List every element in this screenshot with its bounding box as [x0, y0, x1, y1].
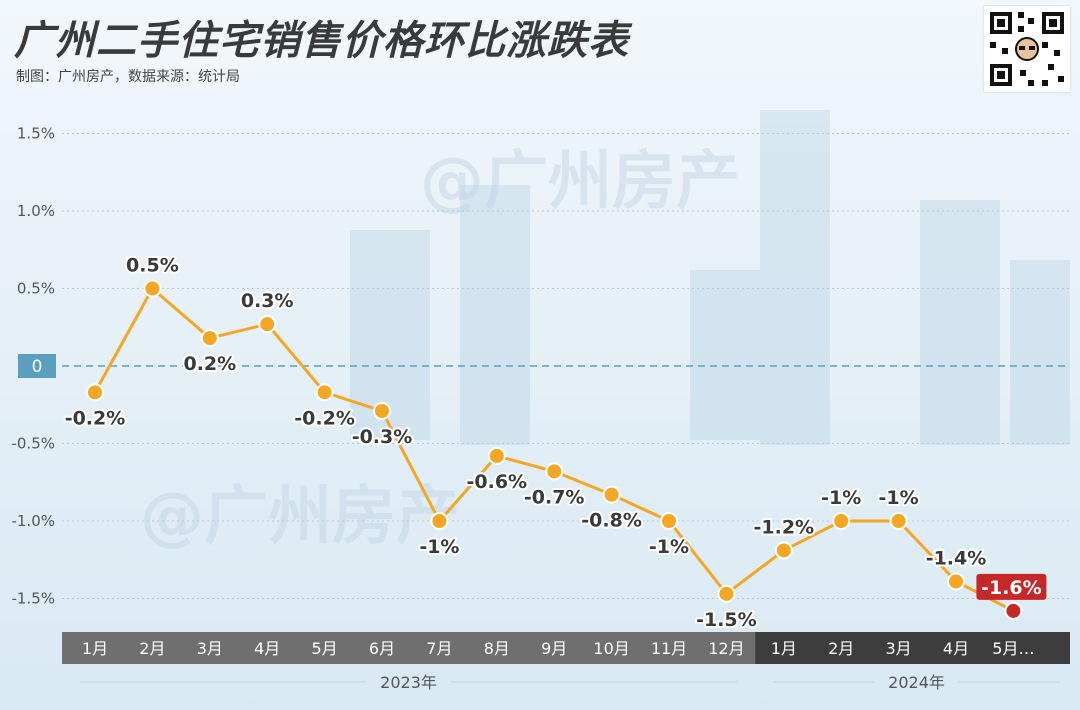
data-point — [889, 512, 908, 530]
data-label: -1.2% — [754, 516, 815, 538]
ytick-label: 1.0% — [17, 202, 55, 220]
x-tick-label: 8月 — [484, 639, 510, 658]
x-tick-label: 2月 — [828, 639, 854, 658]
ytick-label: 0.5% — [17, 280, 55, 298]
data-point — [315, 383, 334, 402]
year-label: 2024年 — [888, 673, 945, 692]
data-label: 0.2% — [183, 353, 236, 375]
background-building — [920, 200, 1000, 445]
data-label: 0.3% — [241, 290, 294, 312]
x-tick-label: 3月 — [197, 639, 223, 658]
background-building — [760, 110, 830, 445]
x-tick-label: 4月 — [943, 639, 969, 658]
data-label: -0.2% — [294, 407, 355, 429]
watermark: @广州房产 — [140, 480, 460, 554]
data-label: -1.5% — [696, 609, 757, 631]
data-label: -1.4% — [926, 547, 987, 569]
qr-code-icon — [984, 6, 1070, 92]
data-label: -1% — [821, 487, 861, 509]
x-tick-label: 3月 — [886, 639, 912, 658]
x-tick-label: 5月… — [992, 639, 1034, 658]
ytick-label: -0.5% — [11, 435, 55, 453]
background-building — [690, 270, 760, 440]
ytick-label: -1.5% — [11, 590, 55, 608]
data-point — [832, 512, 851, 530]
data-label: -0.8% — [581, 510, 642, 532]
data-point — [200, 329, 219, 348]
x-tick-label: 2月 — [139, 639, 165, 658]
x-tick-label: 11月 — [651, 639, 687, 658]
x-tick-label: 12月 — [708, 639, 744, 658]
data-point — [717, 584, 736, 603]
data-point — [487, 446, 506, 465]
data-point — [660, 512, 678, 530]
ytick-label: 0 — [32, 357, 43, 377]
zero-badge — [18, 354, 56, 378]
background-building — [460, 185, 530, 445]
data-label: -0.6% — [467, 471, 528, 493]
x-tick-label: 4月 — [254, 639, 280, 658]
ytick-label: 1.5% — [17, 125, 55, 143]
data-label: -0.2% — [65, 407, 126, 429]
data-point — [774, 541, 793, 560]
data-label: -1.6% — [981, 577, 1042, 599]
data-label: -1% — [649, 536, 689, 558]
data-point — [602, 485, 621, 504]
data-label: 0.5% — [126, 255, 179, 277]
data-point — [545, 462, 564, 481]
x-tick-label: 9月 — [541, 639, 567, 658]
data-label: -1% — [879, 487, 919, 509]
background-building — [1010, 260, 1070, 445]
x-tick-label: 7月 — [426, 639, 452, 658]
x-tick-label: 6月 — [369, 639, 395, 658]
page-title: 广州二手住宅销售价格环比涨跌表 — [14, 18, 629, 64]
series-line — [93, 287, 1015, 613]
data-point — [430, 512, 449, 530]
page-subtitle: 制图：广州房产，数据来源：统计局 — [16, 69, 240, 85]
year-label: 2023年 — [380, 673, 437, 692]
x-tick-label: 5月 — [312, 639, 338, 658]
watermark: @广州房产 — [420, 145, 740, 219]
data-point — [86, 383, 104, 402]
data-label: -0.3% — [352, 426, 413, 448]
data-point — [1004, 601, 1023, 620]
data-point — [947, 572, 965, 591]
data-label: -0.7% — [524, 486, 585, 508]
x-axis-band-2023 — [62, 632, 756, 664]
ytick-label: -1.0% — [11, 512, 55, 530]
highlight-label-badge — [976, 573, 1047, 600]
x-tick-label: 1月 — [82, 639, 108, 658]
data-point — [373, 401, 391, 420]
data-point — [258, 315, 277, 334]
x-tick-label: 1月 — [771, 639, 797, 658]
x-tick-label: 10月 — [593, 639, 629, 658]
data-label: -1% — [419, 536, 459, 558]
data-point — [143, 279, 162, 298]
x-axis-band-2024 — [755, 632, 1070, 664]
